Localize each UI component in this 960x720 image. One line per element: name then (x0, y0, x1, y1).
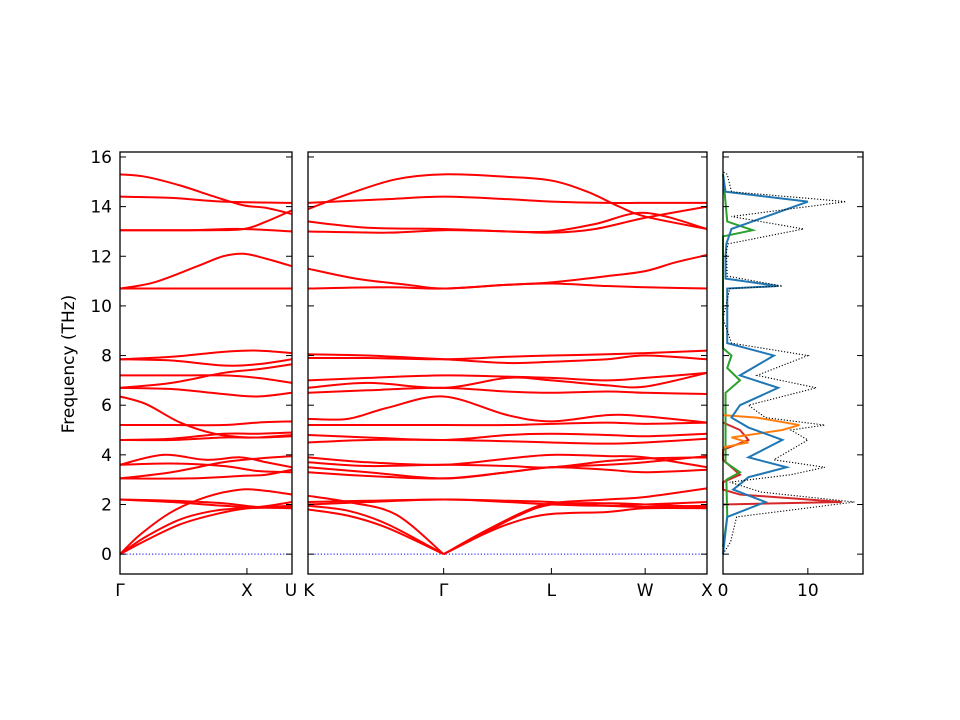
phonon-band (443, 502, 708, 556)
phonon-band (307, 353, 708, 365)
y-tick-label: 8 (101, 347, 112, 367)
phonon-band (119, 209, 293, 232)
high-symmetry-label: K (303, 581, 315, 601)
phonon-band (119, 374, 293, 384)
band-panel-gamma-x-u: 0 2 4 6 8 10 12 14 16 Γ X U (90, 148, 297, 601)
phonon-band (307, 498, 708, 508)
phonon-band (307, 508, 445, 556)
y-tick-label: 12 (90, 247, 112, 267)
phonon-band (307, 254, 708, 290)
phonon-band (119, 195, 293, 204)
phonon-band (307, 498, 708, 507)
y-tick-label: 2 (101, 495, 112, 515)
phonon-band (119, 358, 293, 367)
phonon-band (307, 395, 708, 424)
dos-orange-curve (722, 414, 800, 449)
dos-red-curve (722, 421, 842, 506)
panel-frame (307, 151, 708, 575)
high-symmetry-label: L (547, 581, 557, 601)
y-tick-label: 10 (90, 297, 112, 317)
phonon-band (307, 195, 707, 204)
phonon-band (119, 363, 293, 389)
y-tick-label: 14 (90, 198, 112, 218)
phonon-band (119, 468, 293, 480)
dos-green-curve (722, 174, 757, 547)
phonon-band (119, 395, 293, 439)
phonon-band (307, 371, 708, 389)
phonon-band (119, 173, 293, 216)
dos-x-tick-label: 0 (718, 581, 729, 601)
phonon-band (307, 494, 445, 555)
y-tick-label: 0 (101, 545, 112, 565)
phonon-band (307, 349, 708, 361)
dos-panel: 0 10 (718, 151, 864, 601)
phonon-band (119, 498, 293, 509)
phonon-band (119, 386, 293, 398)
phonon-band (307, 173, 708, 230)
phonon-band (307, 386, 708, 396)
phonon-band (307, 211, 708, 234)
phonon-band (443, 487, 708, 556)
y-tick-label: 6 (101, 396, 112, 416)
phonon-band (119, 455, 293, 480)
phonon-band (307, 205, 708, 234)
high-symmetry-label: X (701, 581, 713, 601)
high-symmetry-label: Γ (115, 581, 125, 601)
panel-frame (119, 151, 293, 575)
phonon-band (119, 431, 293, 441)
phonon-band (307, 437, 708, 445)
dos-x-tick-label: 10 (797, 581, 819, 601)
phonon-band (119, 462, 293, 474)
high-symmetry-label: X (241, 581, 253, 601)
y-tick-label: 4 (101, 446, 112, 466)
phonon-band (119, 252, 293, 290)
phonon-band (307, 371, 708, 382)
high-symmetry-label: Γ (439, 581, 449, 601)
phonon-band (307, 456, 708, 469)
y-tick-label: 16 (90, 148, 112, 168)
phonon-band (307, 504, 445, 556)
phonon-band (307, 455, 708, 480)
y-axis-label: Frequency (THz) (59, 295, 79, 434)
dos-blue-curve (722, 174, 809, 555)
phonon-band (120, 420, 293, 427)
phonon-band (307, 432, 708, 442)
high-symmetry-label: W (637, 581, 654, 601)
phonon-band (308, 421, 708, 427)
phonon-band (119, 349, 293, 361)
high-symmetry-label: U (285, 581, 297, 601)
panel-frame (722, 151, 864, 575)
phonon-band (119, 488, 293, 555)
dos-total-curve (722, 171, 855, 555)
phonon-band (307, 453, 708, 469)
phonon-band (119, 453, 293, 469)
